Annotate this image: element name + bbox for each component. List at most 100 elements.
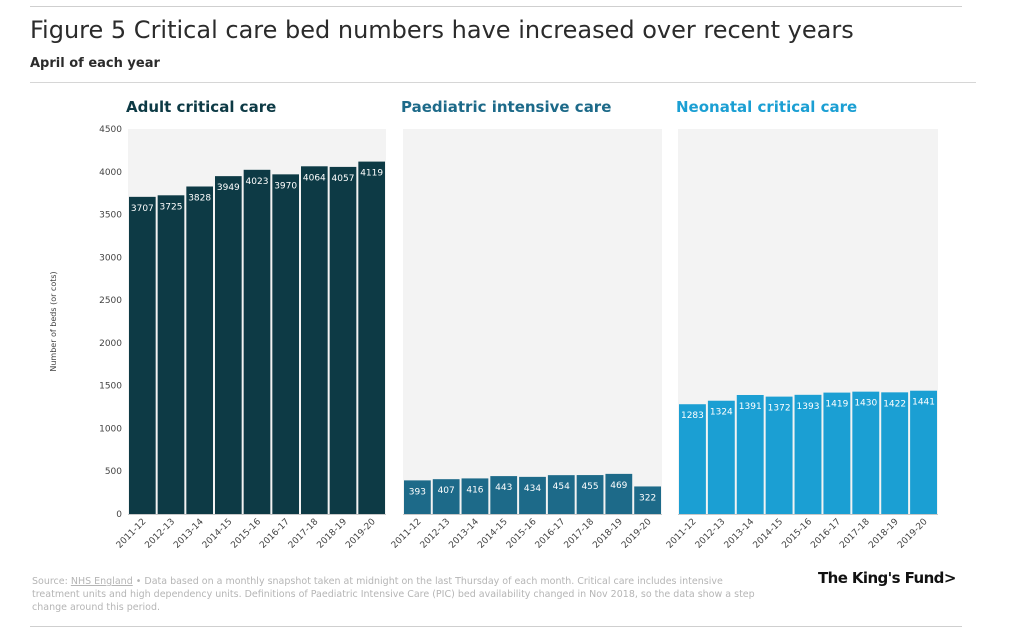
bar	[823, 392, 851, 514]
bar-chart-panels: 0 500 1000 1500 2000 2500 3000 3500 4000 4500 Numb…	[49, 98, 938, 551]
x-tick-label: 2015-16	[505, 517, 539, 551]
bar	[576, 475, 604, 514]
bar	[490, 476, 518, 514]
header-divider	[30, 82, 976, 83]
bar-value-label: 1441	[912, 398, 935, 408]
x-tick-label: 2012-13	[694, 517, 728, 551]
bar	[358, 161, 385, 514]
x-tick-label: 2012-13	[419, 517, 453, 551]
x-tick-label: 2012-13	[143, 517, 177, 551]
x-tick-label: 2017-18	[563, 517, 597, 551]
source-link[interactable]: NHS England	[70, 576, 133, 587]
bar-value-label: 416	[466, 485, 483, 495]
y-axis-label: Number of beds (or cots)	[49, 271, 58, 371]
footnote: Source: NHS England • Data based on a mo…	[32, 575, 772, 614]
x-tick-label: 2013-14	[447, 517, 481, 551]
panel-title: Neonatal critical care	[676, 98, 857, 116]
top-rule	[30, 6, 962, 7]
bar	[461, 478, 489, 514]
bar-value-label: 1391	[739, 402, 762, 412]
panel-title: Paediatric intensive care	[401, 98, 611, 116]
bar	[605, 473, 633, 514]
footnote-text: • Data based on a monthly snapshot taken…	[32, 576, 755, 613]
x-tick-label: 2011-12	[115, 517, 149, 551]
bar-value-label: 1430	[854, 399, 877, 409]
bar	[404, 480, 431, 514]
kings-fund-logo: The King's Fund>	[818, 569, 956, 587]
x-tick-label: 2019-20	[620, 517, 654, 551]
y-tick-label: 3000	[99, 253, 122, 263]
bar-value-label: 4023	[246, 177, 269, 187]
bar-value-label: 1422	[883, 399, 906, 409]
x-tick-label: 2013-14	[172, 517, 206, 551]
bar	[881, 392, 909, 514]
bar	[215, 176, 242, 514]
bar-value-label: 455	[581, 482, 598, 492]
x-tick-label: 2016-17	[809, 517, 843, 551]
y-tick-label: 2000	[99, 339, 122, 349]
x-tick-label: 2018-19	[867, 517, 901, 551]
x-tick-label: 2011-12	[390, 517, 424, 551]
bar	[432, 479, 460, 514]
bar	[910, 390, 937, 514]
bar-value-label: 4057	[332, 174, 355, 184]
bar	[186, 186, 213, 514]
bar-value-label: 1324	[710, 408, 733, 418]
x-tick-label: 2018-19	[591, 517, 625, 551]
bar	[272, 174, 299, 514]
bar	[329, 166, 357, 514]
bar-value-label: 1393	[797, 402, 820, 412]
bar-value-label: 3828	[188, 193, 211, 203]
bar-value-label: 3949	[217, 183, 240, 193]
bar-value-label: 1283	[681, 411, 704, 421]
x-tick-label: 2017-18	[287, 517, 321, 551]
x-tick-label: 2013-14	[723, 517, 757, 551]
y-tick-label: 2500	[99, 296, 122, 306]
bar	[243, 169, 271, 514]
bar-value-label: 1372	[768, 404, 791, 414]
bar-value-label: 1419	[825, 400, 848, 410]
x-tick-label: 2014-15	[752, 517, 786, 551]
chart-subtitle: April of each year	[30, 56, 160, 71]
bar	[519, 476, 546, 514]
y-tick-label: 1500	[99, 382, 122, 392]
x-tick-label: 2015-16	[229, 517, 263, 551]
x-tick-label: 2015-16	[780, 517, 814, 551]
bottom-rule	[30, 626, 962, 627]
y-tick-label: 500	[105, 467, 122, 477]
bar-value-label: 322	[639, 493, 656, 503]
bar	[301, 166, 328, 514]
bar	[157, 195, 185, 515]
bar-value-label: 393	[409, 487, 426, 497]
bar	[765, 396, 793, 514]
x-tick-label: 2017-18	[838, 517, 872, 551]
bar-value-label: 443	[495, 483, 512, 493]
bar	[129, 196, 156, 514]
source-prefix: Source:	[32, 576, 71, 587]
bar-value-label: 407	[438, 486, 455, 496]
chart-title: Figure 5 Critical care bed numbers have …	[30, 16, 854, 44]
bar	[736, 394, 764, 514]
x-tick-label: 2011-12	[665, 517, 699, 551]
bar	[634, 486, 661, 514]
x-tick-label: 2019-20	[896, 517, 930, 551]
y-tick-label: 4000	[99, 168, 122, 178]
panel-background	[403, 129, 662, 514]
x-tick-label: 2019-20	[344, 517, 378, 551]
bar-value-label: 3725	[160, 202, 183, 212]
bar	[852, 391, 880, 514]
y-tick-label: 1000	[99, 424, 122, 434]
bar-value-label: 434	[524, 484, 541, 494]
y-tick-label: 0	[116, 510, 122, 520]
bar	[547, 475, 575, 514]
bar	[707, 400, 735, 514]
bar-value-label: 3707	[131, 204, 154, 214]
x-tick-label: 2014-15	[201, 517, 235, 551]
x-tick-label: 2016-17	[258, 517, 292, 551]
y-tick-label: 4500	[99, 125, 122, 135]
x-tick-label: 2016-17	[534, 517, 568, 551]
bar-value-label: 454	[553, 482, 570, 492]
bar-value-label: 4064	[303, 173, 326, 183]
panel-title: Adult critical care	[126, 98, 276, 116]
x-tick-label: 2018-19	[315, 517, 349, 551]
